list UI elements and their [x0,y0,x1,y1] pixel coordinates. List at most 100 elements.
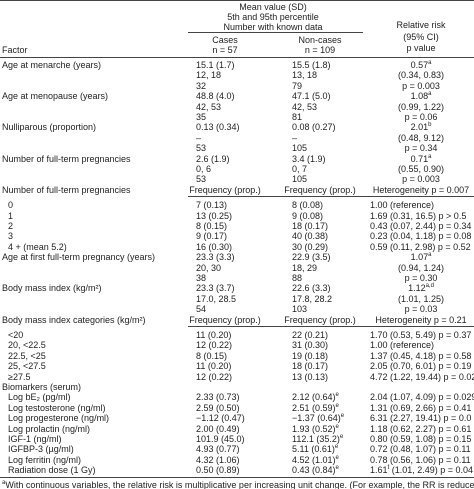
noncases-value: 79 [292,80,303,91]
noncases-value: 13 (0.13) [292,371,329,382]
row-label: Log progesterone (ng/ml) [8,413,110,424]
noncases-value: 103 [292,304,308,315]
col-header: p value [406,43,436,53]
cases-value: Frequency (prop.) [189,314,261,325]
cases-value: 32 [196,80,207,91]
row-label: 20, <22.5 [8,340,46,351]
cell-text: −1.37 (0.64) [292,413,341,424]
row-label: 0 [8,200,14,211]
noncases-value: 88 [292,273,303,283]
noncases-value: 31 (0.30) [292,340,329,351]
noncases-value: 1.93 (0.52)e [292,424,339,434]
cases-value: 16 (0.30) [196,241,233,252]
superscript: e [340,413,345,420]
row-label: 4 + (mean 5.2) [8,241,67,252]
cases-value: 8 (0.15) [196,221,228,231]
rr-value: 1.08a [411,91,432,101]
row-label: 22.5, <25 [8,350,46,361]
superscript: a [428,91,432,98]
cases-value: 53 [196,174,207,185]
rule [0,57,474,58]
cases-value: 11 (0.20) [196,330,232,340]
cases-value: 2.6 (1.9) [196,153,230,164]
row-label: Age at menarche (years) [2,60,102,70]
rule [188,196,474,198]
rr-value: 1.31 (0.69, 2.66) p = 0.41 [370,402,472,413]
row-label: Log bE₂ (pg/ml) [8,392,71,403]
row-label: Age at first full-term pregnancy (years) [2,252,156,263]
cases-value: 0.50 (0.89) [196,465,240,476]
rr-value: (0.48, 9.12) [397,132,445,143]
rr-value: 0.57a [411,60,432,70]
cases-value: 20, 30 [196,262,222,273]
cases-value: 17.0, 28.5 [196,293,237,304]
superscript: a [428,153,432,160]
noncases-value: 18, 29 [292,262,318,273]
cell-text: 1.08 [410,91,429,102]
row-label: 3 [8,231,14,242]
row-label: 1 [8,210,14,221]
noncases-value: 5.11 (0.61)e [292,444,338,454]
superscript: a [428,252,432,259]
rr-value: 0.71a [411,154,432,164]
cases-value: 12, 18 [196,70,222,81]
rule [0,0,474,1]
cell-text: 2.01 [410,122,429,133]
rr-value: p = 0.30 [404,273,438,283]
noncases-value: 0.08 (0.27) [292,122,336,133]
cell-text: (1.01, 2.49) p = 0.04 [389,465,474,476]
noncases-value: 18 (0.17) [292,221,329,231]
rr-value: (0.34, 0.83) [397,70,445,81]
rr-value: (0.94, 1.24) [397,262,445,273]
cases-value: 0.13 (0.34) [196,122,240,133]
noncases-value: 17.8, 28.2 [292,293,333,304]
cases-value: – [196,132,202,143]
noncases-value: 22 (0.21) [292,330,329,340]
rr-value: p = 0.003 [402,174,440,185]
noncases-value: 13, 18 [292,70,318,81]
cell-text: 0.57 [410,60,429,70]
cases-value: 15.1 (1.7) [196,60,235,70]
col-header: Relative risk [396,20,446,30]
rr-value: p = 0.06 [404,112,438,122]
col-header: n = 109 [304,45,336,55]
rr-value: 1.61f (1.01, 2.49) p = 0.04 [370,465,473,475]
rr-value: 0.43 (0.07, 2.44) p = 0.34 [370,221,472,231]
rule [188,326,474,327]
superscript: f [387,465,390,472]
noncases-value: 105 [292,174,308,185]
noncases-value: 8 (0.08) [292,200,324,211]
rr-value: 2.04 (1.07, 4.09) p = 0.029 [370,392,474,403]
cell-text: 1.61 [370,465,388,476]
cases-value: 4.93 (0.77) [196,444,240,455]
cell-text: 1.07 [410,252,429,263]
noncases-value: −1.37 (0.64)e [292,413,344,423]
superscript: e [335,392,339,399]
superscript: b [428,122,432,129]
cases-value: 2.33 (0.73) [196,392,240,403]
noncases-value: – [292,132,298,143]
noncases-value: 22.9 (3.5) [292,252,331,263]
cases-value: 12 (0.22) [196,371,233,382]
cell-text: 4.52 (1.01) [292,454,336,465]
rr-value: p = 0.003 [402,80,440,91]
noncases-value: 2.12 (0.64)e [292,392,339,402]
noncases-value: 105 [292,143,308,154]
rr-value: (0.55, 0.90) [397,164,445,174]
col-header: Cases [212,35,238,45]
row-label: ≥27.5 [8,371,31,382]
rr-value: 0.78 (0.56, 1.06) p = 0.11 [370,454,471,465]
cases-value: 9 (0.17) [196,231,228,242]
noncases-value: 40 (0.38) [292,231,329,242]
cases-value: 12 (0.22) [196,340,233,351]
rr-value: 1.18 (0.62, 2.27) p = 0.61 [370,423,472,434]
cell-text: 0.71 [410,153,429,164]
noncases-value: Frequency (prop.) [284,314,356,325]
rr-value: 1.00 (reference) [370,200,435,211]
row-label: Log prolactin (ng/ml) [8,423,91,434]
row-label: Log ferritin (ng/ml) [8,454,82,465]
noncases-value: 4.52 (1.01)e [292,455,339,465]
cases-value: 48.8 (4.0) [196,91,235,102]
superscript: a,d [425,283,434,290]
